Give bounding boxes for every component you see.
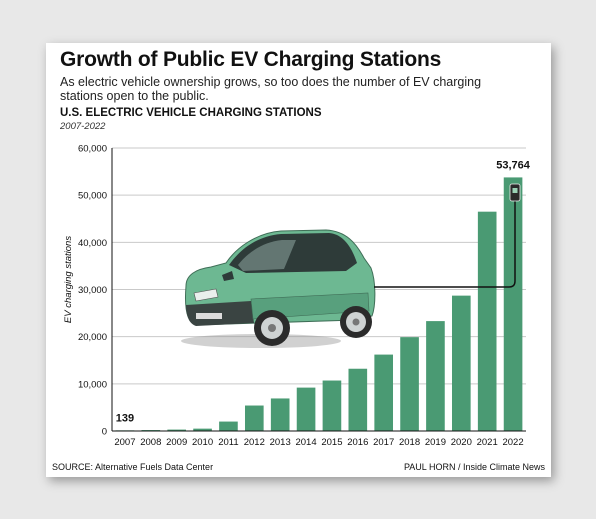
bar bbox=[374, 354, 394, 431]
x-tick-label: 2008 bbox=[140, 437, 161, 448]
y-axis-label: EV charging stations bbox=[63, 236, 74, 323]
page-subtitle: As electric vehicle ownership grows, so … bbox=[60, 75, 482, 103]
data-label: 53,764 bbox=[496, 159, 531, 171]
data-label: 139 bbox=[116, 412, 134, 424]
source-note: SOURCE: Alternative Fuels Data Center bbox=[52, 462, 214, 472]
bar-chart: 0 10,000 20,000 30,000 40,000 50,000 60,000 EV … bbox=[63, 144, 531, 449]
credit-note: PAUL HORN / Inside Climate News bbox=[403, 462, 545, 472]
bar bbox=[477, 211, 497, 431]
y-tick-label: 20,000 bbox=[78, 332, 107, 343]
bar bbox=[322, 380, 342, 431]
bar bbox=[193, 428, 212, 431]
x-tick-label: 2011 bbox=[218, 437, 238, 448]
x-tick-label: 2015 bbox=[321, 437, 342, 448]
bar bbox=[167, 429, 187, 431]
x-tick-label: 2007 bbox=[114, 437, 135, 448]
infographic-card: Growth of Public EV Charging Stations As… bbox=[46, 43, 551, 477]
y-tick-label: 60,000 bbox=[78, 144, 107, 155]
x-tick-label: 2020 bbox=[451, 437, 472, 448]
charging-cable bbox=[374, 200, 516, 288]
x-tick-label: 2009 bbox=[166, 437, 187, 448]
charging-plug-icon bbox=[509, 183, 521, 202]
y-tick-label: 0 bbox=[102, 427, 107, 438]
y-tick-label: 50,000 bbox=[78, 191, 107, 202]
y-tick-label: 40,000 bbox=[78, 238, 107, 249]
x-tick-label: 2012 bbox=[244, 437, 265, 448]
bar bbox=[219, 421, 238, 431]
electric-car-icon bbox=[181, 229, 376, 348]
bar bbox=[503, 177, 523, 431]
x-tick-label: 2017 bbox=[373, 437, 394, 448]
x-tick-label: 2018 bbox=[399, 437, 420, 448]
x-tick-label: 2022 bbox=[502, 437, 523, 448]
bar bbox=[348, 368, 368, 431]
page-title: Growth of Public EV Charging Stations bbox=[60, 48, 442, 71]
y-tick-label: 30,000 bbox=[78, 285, 107, 296]
y-tick-label: 10,000 bbox=[78, 379, 107, 390]
bar bbox=[296, 387, 316, 431]
bars bbox=[115, 177, 523, 431]
bar bbox=[400, 337, 419, 431]
x-tick-label: 2010 bbox=[192, 437, 213, 448]
license-plate bbox=[196, 313, 222, 319]
x-tick-label: 2016 bbox=[347, 437, 368, 448]
chart-date-range: 2007-2022 bbox=[60, 121, 106, 132]
chart-title: U.S. ELECTRIC VEHICLE CHARGING STATIONS bbox=[60, 107, 322, 119]
bar bbox=[451, 295, 471, 431]
bar bbox=[426, 321, 445, 431]
bar bbox=[270, 398, 290, 431]
x-tick-label: 2013 bbox=[270, 437, 291, 448]
bar bbox=[244, 405, 264, 431]
x-tick-label: 2021 bbox=[477, 437, 498, 448]
axes: 0 10,000 20,000 30,000 40,000 50,000 60,000 EV … bbox=[63, 144, 531, 449]
x-tick-label: 2019 bbox=[425, 437, 446, 448]
x-tick-label: 2014 bbox=[295, 437, 316, 448]
